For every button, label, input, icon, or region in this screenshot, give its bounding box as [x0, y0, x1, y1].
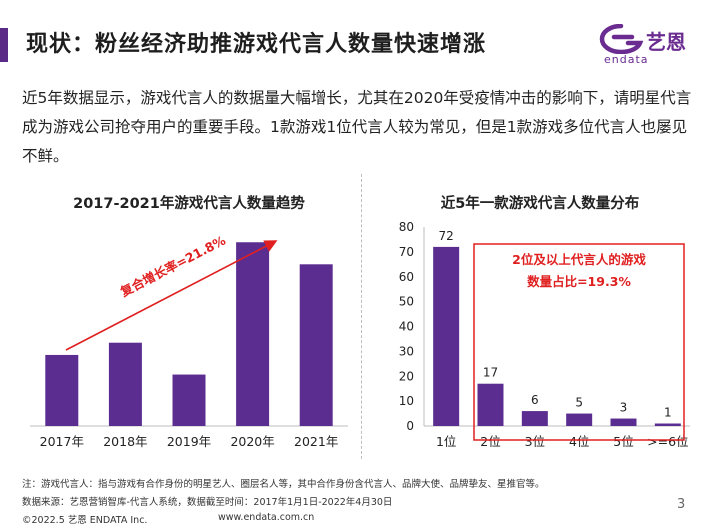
- chart-2-x-tick-label: 2位: [480, 434, 500, 449]
- chart-1-bar: [172, 374, 206, 426]
- chart-2-y-tick-label: 70: [399, 245, 414, 259]
- chart-1-x-tick-label: 2019年: [167, 434, 211, 449]
- chart-2-bar: [433, 246, 460, 426]
- chart-2-data-label: 3: [620, 401, 628, 415]
- page-number: 3: [677, 497, 686, 512]
- footnote-note: 注：游戏代言人：指与游戏有合作身份的明星艺人、圈层名人等，其中合作身份含代言人、…: [22, 479, 545, 490]
- chart-2-data-label: 1: [664, 406, 672, 420]
- chart-2-x-tick-label: 4位: [569, 434, 589, 449]
- chart-2-callout-line-1: 2位及以上代言人的游戏: [512, 252, 646, 267]
- chart-2-bar: [477, 383, 504, 426]
- endata-logo-icon: [599, 24, 644, 54]
- chart-2-bar: [521, 411, 548, 426]
- footnote-source: 数据来源：艺恩营销智库-代言人系统，数据截至时间：2017年1月1日-2022年…: [22, 497, 393, 508]
- chart-2-y-tick-label: 40: [399, 320, 414, 334]
- chart-2-title: 近5年一款游戏代言人数量分布: [440, 196, 640, 212]
- chart-1-x-tick-label: 2020年: [230, 434, 274, 449]
- footnote-url: www.endata.com.cn: [218, 512, 315, 523]
- chart-2-y-tick-label: 10: [399, 394, 414, 408]
- chart-1-x-tick-label: 2018年: [103, 434, 147, 449]
- chart-2-data-label: 6: [531, 393, 539, 407]
- intro-paragraph: 近5年数据显示，游戏代言人的数据量大幅增长，尤其在2020年受疫情冲击的影响下，…: [22, 89, 692, 165]
- chart-1-growth-annotation: 复合增长率=21.8%: [117, 232, 229, 300]
- page-title: 现状：粉丝经济助推游戏代言人数量快速增涨: [26, 32, 487, 57]
- chart-1-title: 2017-2021年游戏代言人数量趋势: [73, 196, 305, 212]
- chart-2-data-label: 72: [439, 229, 454, 243]
- footnote-copyright: ©2022.5 艺恩 ENDATA Inc.: [22, 515, 148, 526]
- chart-1-bar: [236, 242, 270, 426]
- chart-2-bar: [610, 418, 637, 426]
- chart-2-y-tick-label: 60: [399, 270, 414, 284]
- chart-2-x-tick-label: >=6位: [647, 434, 688, 449]
- chart-2-callout-box: [473, 243, 685, 441]
- chart-1-growth-arrow: [65, 240, 278, 351]
- chart-1-bar: [45, 354, 79, 426]
- logo-text-cn: 艺恩: [646, 30, 686, 54]
- chart-2-y-tick-label: 80: [399, 220, 414, 234]
- chart-1-x-tick-label: 2021年: [294, 434, 338, 449]
- title-accent-bar: [0, 28, 8, 62]
- section-divider: [361, 174, 362, 459]
- chart-1-bar: [299, 264, 333, 426]
- chart-1-bar: [108, 342, 142, 426]
- chart-2-x-tick-label: 5位: [613, 434, 633, 449]
- charts-canvas: 2017年 2018年 2019年 2020年 2021年 复合增长率=21.8% 0 10 2…: [30, 220, 690, 449]
- chart-2-x-tick-label: 1位: [436, 434, 456, 449]
- chart-2-bar: [654, 423, 681, 426]
- logo-text-en: endata: [604, 53, 649, 66]
- chart-2-y-tick-label: 20: [399, 369, 414, 383]
- chart-2-y-tick-label: 0: [406, 419, 414, 433]
- chart-2-bar: [566, 413, 593, 426]
- endata-logo: 艺恩 endata: [598, 24, 694, 68]
- chart-2-y-tick-label: 50: [399, 295, 414, 309]
- chart-2-y-tick-label: 30: [399, 344, 414, 358]
- chart-2-x-tick-label: 3位: [525, 434, 545, 449]
- chart-2-data-label: 17: [483, 366, 498, 380]
- chart-1-x-tick-label: 2017年: [40, 434, 84, 449]
- chart-2-callout-line-2: 数量占比=19.3%: [526, 274, 631, 289]
- chart-2-data-label: 5: [575, 396, 583, 410]
